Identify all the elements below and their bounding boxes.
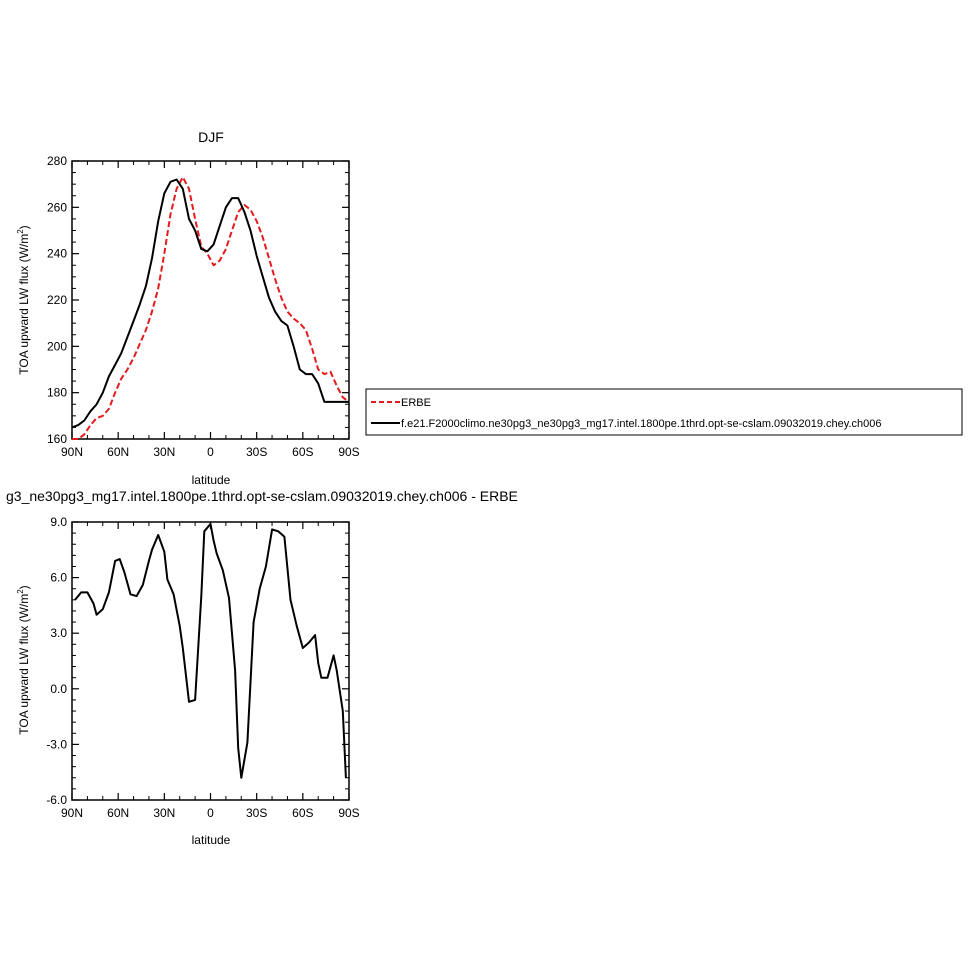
bottom-chart-title: g3_ne30pg3_mg17.intel.1800pe.1thrd.opt-s… (6, 488, 518, 504)
top-y-tick-label: 240 (47, 247, 67, 261)
top-x-tick-label: 90S (338, 445, 359, 459)
top-chart-title: DJF (198, 129, 224, 145)
difference-series-line (74, 522, 347, 779)
legend: ERBE f.e21.F2000climo.ne30pg3_ne30pg3_mg… (365, 388, 963, 436)
top-chart-panel: DJF latitude TOA upward LW flux (W/m2) 9… (16, 129, 360, 487)
bottom-x-tick-label: 60S (292, 806, 313, 820)
top-chart-xlabel: latitude (192, 473, 231, 487)
top-x-tick-label: 60S (292, 445, 313, 459)
bottom-y-tick-label: 3.0 (50, 626, 67, 640)
model-series-line (71, 178, 349, 429)
top-x-tick-label: 60N (107, 445, 129, 459)
bottom-y-tick-label: 0.0 (50, 682, 67, 696)
bottom-y-tick-label: -3.0 (46, 737, 67, 751)
top-chart-ylabel: TOA upward LW flux (W/m2) (16, 225, 31, 374)
bottom-x-tick-label: 60N (107, 806, 129, 820)
top-x-tick-label: 90N (61, 445, 83, 459)
bottom-x-tick-label: 90N (61, 806, 83, 820)
erbe-series-line (72, 176, 350, 440)
bottom-x-tick-label: 0 (207, 806, 214, 820)
top-y-tick-label: 160 (47, 432, 67, 446)
bottom-x-tick-label: 30N (153, 806, 175, 820)
top-y-tick-label: 180 (47, 386, 67, 400)
bottom-chart-xlabel: latitude (192, 833, 231, 847)
top-y-tick-label: 280 (47, 154, 67, 168)
bottom-y-tick-label: -6.0 (46, 793, 67, 807)
top-x-tick-label: 0 (207, 445, 214, 459)
bottom-x-tick-label: 30S (246, 806, 267, 820)
bottom-chart-ylabel: TOA upward LW flux (W/m2) (16, 585, 31, 734)
legend-label-erbe: ERBE (401, 397, 431, 409)
bottom-y-tick-label: 9.0 (50, 515, 67, 529)
bottom-chart-panel: g3_ne30pg3_mg17.intel.1800pe.1thrd.opt-s… (6, 488, 518, 847)
legend-box (365, 388, 963, 436)
top-y-tick-label: 260 (47, 200, 67, 214)
legend-label-model: f.e21.F2000climo.ne30pg3_ne30pg3_mg17.in… (401, 418, 881, 430)
bottom-x-tick-label: 90S (338, 806, 359, 820)
top-x-tick-label: 30N (153, 445, 175, 459)
top-x-tick-label: 30S (246, 445, 267, 459)
top-y-tick-label: 220 (47, 293, 67, 307)
top-y-tick-label: 200 (47, 339, 67, 353)
bottom-y-tick-label: 6.0 (50, 571, 67, 585)
